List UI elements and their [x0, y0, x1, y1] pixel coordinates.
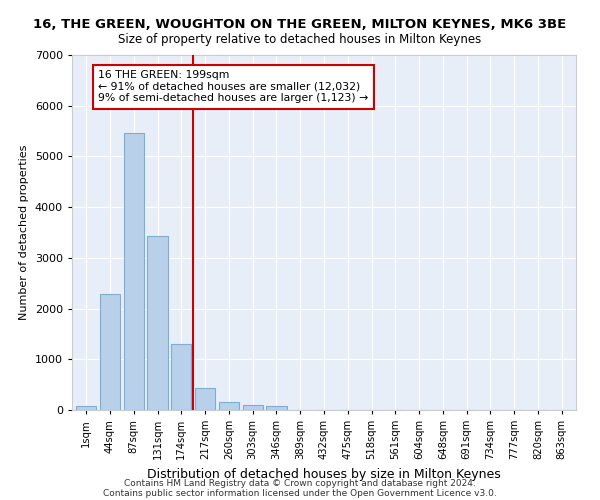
- X-axis label: Distribution of detached houses by size in Milton Keynes: Distribution of detached houses by size …: [147, 468, 501, 480]
- Bar: [124, 133, 144, 410]
- Bar: [242, 405, 263, 410]
- Text: 16, THE GREEN, WOUGHTON ON THE GREEN, MILTON KEYNES, MK6 3BE: 16, THE GREEN, WOUGHTON ON THE GREEN, MI…: [34, 18, 566, 30]
- Bar: [266, 406, 287, 410]
- Y-axis label: Number of detached properties: Number of detached properties: [19, 145, 29, 320]
- Text: Contains public sector information licensed under the Open Government Licence v3: Contains public sector information licen…: [103, 488, 497, 498]
- Bar: [219, 402, 239, 410]
- Bar: [171, 344, 191, 410]
- Bar: [76, 406, 97, 410]
- Text: Contains HM Land Registry data © Crown copyright and database right 2024.: Contains HM Land Registry data © Crown c…: [124, 478, 476, 488]
- Bar: [148, 236, 167, 410]
- Bar: [100, 294, 120, 410]
- Text: 16 THE GREEN: 199sqm
← 91% of detached houses are smaller (12,032)
9% of semi-de: 16 THE GREEN: 199sqm ← 91% of detached h…: [98, 70, 368, 103]
- Text: Size of property relative to detached houses in Milton Keynes: Size of property relative to detached ho…: [118, 32, 482, 46]
- Bar: [195, 388, 215, 410]
